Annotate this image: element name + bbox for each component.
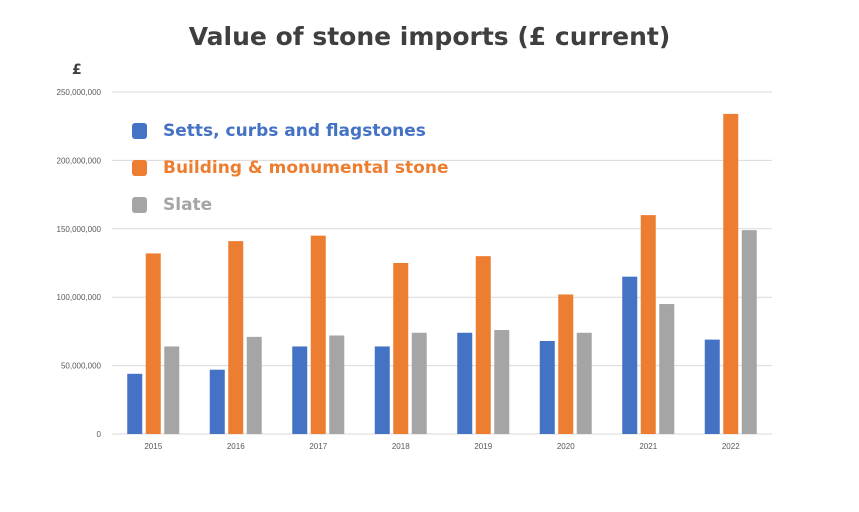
bar xyxy=(411,332,427,434)
bar xyxy=(558,294,574,434)
bar xyxy=(723,113,739,434)
legend-label-building: Building & monumental stone xyxy=(163,157,449,178)
x-tick-label: 2015 xyxy=(144,442,162,451)
bar xyxy=(704,339,720,434)
bar xyxy=(145,253,161,434)
y-tick-label: 200,000,000 xyxy=(57,156,102,165)
bar xyxy=(622,276,638,434)
x-tick-label: 2022 xyxy=(722,442,740,451)
x-tick-label: 2020 xyxy=(557,442,575,451)
y-tick-label: 0 xyxy=(97,430,102,439)
legend-label-setts: Setts, curbs and flagstones xyxy=(163,120,426,141)
bar xyxy=(741,230,757,434)
bar xyxy=(127,373,143,434)
legend-label-slate: Slate xyxy=(163,194,213,215)
bar xyxy=(640,215,656,434)
legend-item-slate: Slate xyxy=(132,186,449,223)
chart-title: Value of stone imports (£ current) xyxy=(188,22,671,51)
legend-item-setts: Setts, curbs and flagstones xyxy=(132,112,449,149)
bar xyxy=(494,330,510,434)
legend-item-building: Building & monumental stone xyxy=(132,149,449,186)
legend: Setts, curbs and flagstones Building & m… xyxy=(132,112,449,223)
y-tick-label: 100,000,000 xyxy=(57,293,102,302)
bar xyxy=(539,340,555,434)
bar xyxy=(228,241,244,434)
y-tick-label: 250,000,000 xyxy=(57,88,102,97)
y-axis-unit-label: £ xyxy=(72,62,82,78)
x-tick-label: 2019 xyxy=(474,442,492,451)
bar xyxy=(374,346,390,434)
legend-swatch-setts xyxy=(132,122,147,139)
legend-swatch-slate xyxy=(132,196,147,213)
bar xyxy=(164,346,180,434)
x-tick-label: 2021 xyxy=(639,442,657,451)
x-tick-label: 2018 xyxy=(392,442,410,451)
bar xyxy=(475,256,491,434)
x-tick-label: 2017 xyxy=(309,442,327,451)
y-tick-label: 50,000,000 xyxy=(61,362,102,371)
y-tick-label: 150,000,000 xyxy=(57,225,102,234)
bar xyxy=(659,304,675,434)
x-tick-label: 2016 xyxy=(227,442,245,451)
bar xyxy=(329,335,345,434)
bar xyxy=(246,336,262,434)
legend-swatch-building xyxy=(132,159,147,176)
bar xyxy=(576,332,592,434)
bar xyxy=(457,332,473,434)
bar xyxy=(292,346,308,434)
bar xyxy=(209,369,225,434)
bar xyxy=(393,263,409,434)
bar xyxy=(310,235,326,434)
